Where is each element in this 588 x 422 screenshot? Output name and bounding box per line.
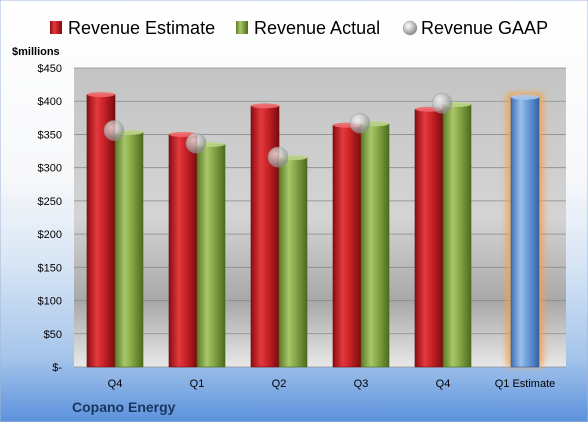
y-tick-label: $150: [38, 262, 62, 274]
legend: Revenue Estimate Revenue Actual Revenue …: [50, 18, 548, 38]
x-tick-label: Q1 Estimate: [495, 378, 556, 390]
legend-swatch-revenue-actual: [236, 21, 248, 34]
y-tick-label: $100: [38, 296, 62, 308]
legend-item-revenue-actual: Revenue Actual: [236, 18, 380, 38]
legend-label-revenue-actual: Revenue Actual: [254, 18, 380, 38]
bar-revenue-estimate: [250, 105, 280, 368]
x-tick-label: Q3: [354, 378, 369, 390]
bar-revenue-actual: [442, 104, 472, 368]
marker-revenue-gaap: [349, 112, 371, 134]
bar-revenue-actual: [278, 157, 308, 368]
y-tick-label: $300: [38, 163, 62, 175]
bar-revenue-estimate: [414, 108, 444, 368]
x-axis-tick-labels: Q4 Q1 Q2 Q3 Q4 Q1 Estimate: [108, 378, 556, 390]
marker-revenue-gaap: [431, 92, 453, 114]
x-tick-label: Q2: [272, 378, 287, 390]
legend-label-revenue-gaap: Revenue GAAP: [421, 18, 548, 38]
legend-item-revenue-gaap: Revenue GAAP: [402, 18, 548, 38]
y-axis-tick-labels: $- $50 $100 $150 $200 $250 $300 $350 $400 $450: [38, 63, 63, 374]
plot-area: [74, 68, 566, 367]
bar-q1-estimate: [510, 96, 540, 368]
y-tick-label: $400: [38, 96, 62, 108]
y-tick-label: $350: [38, 129, 62, 141]
y-tick-label: $200: [38, 229, 62, 241]
y-tick-label: $450: [38, 63, 62, 75]
x-tick-label: Q4: [108, 378, 123, 390]
marker-revenue-gaap: [103, 120, 125, 141]
legend-item-revenue-estimate: Revenue Estimate: [50, 18, 215, 38]
gaap-markers: [103, 92, 453, 168]
bar-revenue-actual: [114, 132, 144, 368]
y-tick-label: $-: [52, 362, 62, 374]
marker-revenue-gaap: [267, 146, 289, 168]
x-tick-label: Q4: [436, 378, 451, 390]
y-tick-label: $250: [38, 196, 62, 208]
company-name: Copano Energy: [72, 399, 176, 415]
legend-swatch-revenue-gaap: [402, 20, 418, 36]
marker-revenue-gaap: [185, 132, 207, 154]
bar-revenue-estimate: [332, 124, 362, 368]
bar-top-cap: [87, 92, 115, 98]
bar-top-cap: [251, 103, 279, 109]
y-axis-unit-label: $millions: [12, 46, 60, 58]
legend-label-revenue-estimate: Revenue Estimate: [68, 18, 215, 38]
legend-swatch-revenue-estimate: [50, 21, 62, 34]
bar-revenue-actual: [360, 123, 390, 368]
bar-revenue-actual: [196, 144, 226, 368]
y-tick-label: $50: [44, 329, 62, 341]
x-tick-label: Q1: [190, 378, 205, 390]
bar-top-cap: [511, 94, 539, 100]
bar-revenue-estimate: [168, 134, 198, 368]
grid-lines: [74, 67, 566, 368]
